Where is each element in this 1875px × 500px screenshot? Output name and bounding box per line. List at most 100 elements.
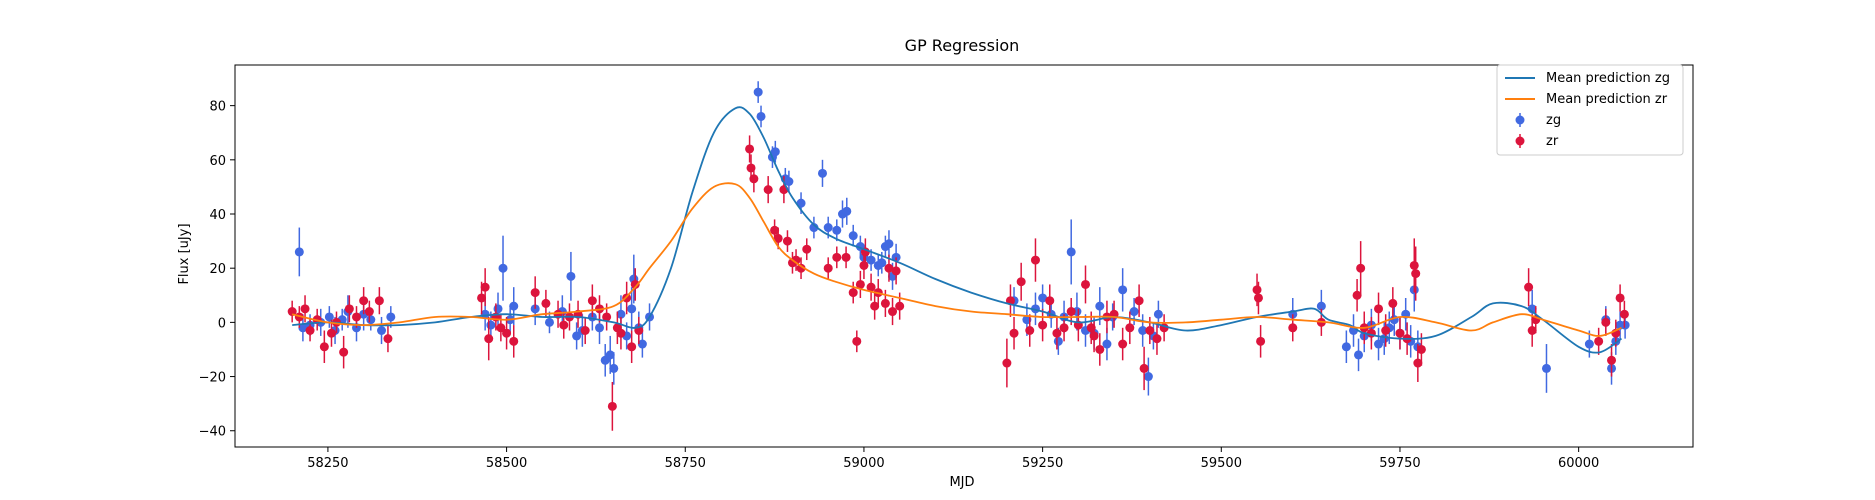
legend-label-mean-zr: Mean prediction zr [1546, 92, 1668, 107]
zr-point [1288, 323, 1297, 332]
zg-point [824, 223, 833, 232]
zr-point [1256, 337, 1265, 346]
zr-point [802, 245, 811, 254]
zr-point [881, 299, 890, 308]
x-tick-label: 58750 [665, 456, 706, 471]
zr-point [1356, 264, 1365, 273]
chart-title: GP Regression [905, 36, 1020, 55]
zr-point [888, 307, 897, 316]
zr-point [1067, 307, 1076, 316]
y-tick-label: 20 [209, 262, 226, 277]
y-axis-label: Flux [uJy] [177, 223, 192, 284]
zr-point [1395, 329, 1404, 338]
zr-point [339, 348, 348, 357]
zr-point [359, 296, 368, 305]
zg-point [545, 318, 554, 327]
zr-point [509, 337, 518, 346]
zg-point [1130, 307, 1139, 316]
zr-point [849, 288, 858, 297]
zr-point [301, 304, 310, 313]
zr-point [1017, 277, 1026, 286]
zr-point [1095, 345, 1104, 354]
zr-point [345, 304, 354, 313]
zg-point [1542, 364, 1551, 373]
x-tick-label: 59750 [1379, 456, 1420, 471]
zr-point [1090, 331, 1099, 340]
zg-point [1102, 340, 1111, 349]
zr-point [383, 334, 392, 343]
zr-point [327, 329, 336, 338]
zr-point [1607, 356, 1616, 365]
zg-point [1067, 247, 1076, 256]
zg-point [849, 231, 858, 240]
zr-point [824, 264, 833, 273]
zr-point [531, 288, 540, 297]
zr-point [622, 293, 631, 302]
zr-point [1038, 321, 1047, 330]
zr-point [481, 283, 490, 292]
zg-point [509, 302, 518, 311]
zr-point [352, 312, 361, 321]
zr-point [745, 144, 754, 153]
zg-point [499, 264, 508, 273]
zr-point [1594, 337, 1603, 346]
zr-point [852, 337, 861, 346]
zr-point [1002, 359, 1011, 368]
zr-point [1254, 293, 1263, 302]
zr-point [1620, 310, 1629, 319]
zr-point [1253, 285, 1262, 294]
x-tick-label: 58500 [486, 456, 527, 471]
zg-point [757, 112, 766, 121]
zg-point [1154, 310, 1163, 319]
zr-point [1118, 340, 1127, 349]
zg-point [486, 321, 495, 330]
zr-point [1060, 323, 1069, 332]
zr-point [541, 299, 550, 308]
zg-point [566, 272, 575, 281]
zr-point [1616, 293, 1625, 302]
zr-point [1410, 261, 1419, 270]
zr-point [1010, 329, 1019, 338]
zr-point [1045, 296, 1054, 305]
legend-label-zr: zr [1546, 134, 1559, 149]
zr-point [1374, 304, 1383, 313]
zr-point [832, 253, 841, 262]
zg-point [1144, 372, 1153, 381]
zg-point [609, 364, 618, 373]
zg-point [595, 323, 604, 332]
zg-point [377, 326, 386, 335]
zr-point [1601, 318, 1610, 327]
zr-point [1388, 299, 1397, 308]
zg-point [842, 207, 851, 216]
y-tick-label: 80 [209, 100, 226, 115]
zg-point [884, 239, 893, 248]
zg-point [867, 256, 876, 265]
y-tick-label: 40 [209, 208, 226, 223]
zg-point [325, 312, 334, 321]
legend-point [1516, 116, 1525, 125]
x-tick-label: 59500 [1201, 456, 1242, 471]
zg-point [818, 169, 827, 178]
zg-point [1380, 334, 1389, 343]
zr-point [1052, 329, 1061, 338]
zr-point [484, 334, 493, 343]
zg-point [832, 226, 841, 235]
zr-point [1524, 283, 1533, 292]
x-tick-label: 59250 [1022, 456, 1063, 471]
x-tick-label: 59000 [843, 456, 884, 471]
zr-point [320, 342, 329, 351]
zr-point [365, 307, 374, 316]
zr-point [1152, 334, 1161, 343]
zg-point [366, 315, 375, 324]
zr-point [1025, 326, 1034, 335]
zg-point [877, 258, 886, 267]
zg-point [1054, 337, 1063, 346]
zr-point [895, 302, 904, 311]
zr-point [1140, 364, 1149, 373]
zg-point [1585, 340, 1594, 349]
zr-point [1381, 326, 1390, 335]
y-tick-label: 60 [209, 154, 226, 169]
legend-label-mean-zg: Mean prediction zg [1546, 71, 1670, 86]
zr-point [608, 402, 617, 411]
zr-point [1411, 269, 1420, 278]
